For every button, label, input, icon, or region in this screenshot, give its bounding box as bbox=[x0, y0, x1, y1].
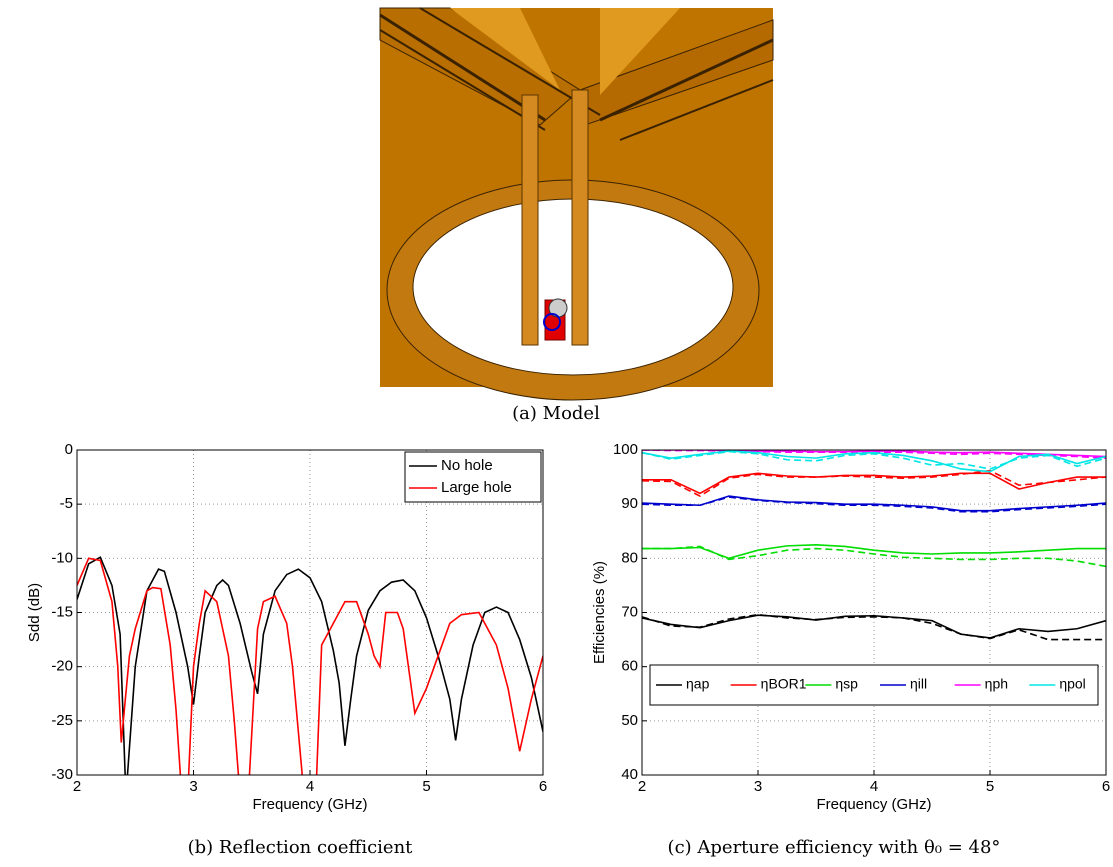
x-tick-label: 5 bbox=[422, 778, 430, 795]
legend-label: ηap bbox=[686, 676, 710, 692]
legend-label: ηill bbox=[910, 676, 927, 692]
model-image bbox=[380, 8, 773, 400]
y-tick-label: -5 bbox=[60, 495, 73, 512]
caption: (a) Model bbox=[512, 403, 600, 424]
y-tick-label: 50 bbox=[621, 712, 638, 729]
legend-label: Large hole bbox=[441, 479, 512, 496]
figure: (a) Model 2 3 4 5 6 -30 -25 -20 -15 -10 -5 0 Frequen… bbox=[0, 0, 1113, 867]
y-axis-label: Efficiencies (%) bbox=[591, 561, 608, 664]
legend-label: ηsp bbox=[835, 676, 858, 692]
y-tick-label: -20 bbox=[51, 658, 73, 675]
model-pole bbox=[572, 90, 588, 345]
body: (a) Model 2 3 4 5 6 -30 -25 -20 -15 -10 -5 0 Frequen… bbox=[0, 0, 1113, 867]
x-tick-label: 6 bbox=[539, 778, 547, 795]
x-tick-label: 4 bbox=[870, 778, 878, 795]
model-pole bbox=[522, 95, 538, 345]
legend-label: ηBOR1 bbox=[761, 676, 807, 692]
x-tick-label: 5 bbox=[986, 778, 994, 795]
y-tick-label: -15 bbox=[51, 603, 73, 620]
x-tick-label: 2 bbox=[638, 778, 646, 795]
x-tick-label: 2 bbox=[73, 778, 81, 795]
y-tick-label: 80 bbox=[621, 549, 638, 566]
legend-label: ηph bbox=[985, 676, 1008, 692]
x-tick-label: 4 bbox=[306, 778, 314, 795]
y-tick-label: 90 bbox=[621, 495, 638, 512]
x-tick-label: 3 bbox=[754, 778, 762, 795]
y-tick-label: 100 bbox=[613, 441, 638, 458]
x-axis-label: Frequency (GHz) bbox=[816, 796, 931, 813]
caption: (b) Reflection coefficient bbox=[188, 837, 414, 858]
x-tick-label: 6 bbox=[1102, 778, 1110, 795]
y-tick-label: -30 bbox=[51, 766, 73, 783]
y-tick-label: -10 bbox=[51, 549, 73, 566]
y-tick-label: 60 bbox=[621, 658, 638, 675]
y-tick-label: 0 bbox=[65, 441, 73, 458]
caption: (c) Aperture efficiency with θ₀ = 48° bbox=[668, 837, 1001, 858]
legend-label: ηpol bbox=[1059, 676, 1085, 692]
y-tick-label: -25 bbox=[51, 712, 73, 729]
page: {"panel_a": {"caption": "(a) Model"}, "c… bbox=[0, 0, 1113, 867]
y-axis-label: Sdd (dB) bbox=[26, 583, 43, 642]
x-tick-label: 3 bbox=[189, 778, 197, 795]
legend-label: No hole bbox=[441, 457, 493, 474]
y-tick-label: 40 bbox=[621, 766, 638, 783]
y-tick-label: 70 bbox=[621, 603, 638, 620]
x-axis-label: Frequency (GHz) bbox=[252, 796, 367, 813]
